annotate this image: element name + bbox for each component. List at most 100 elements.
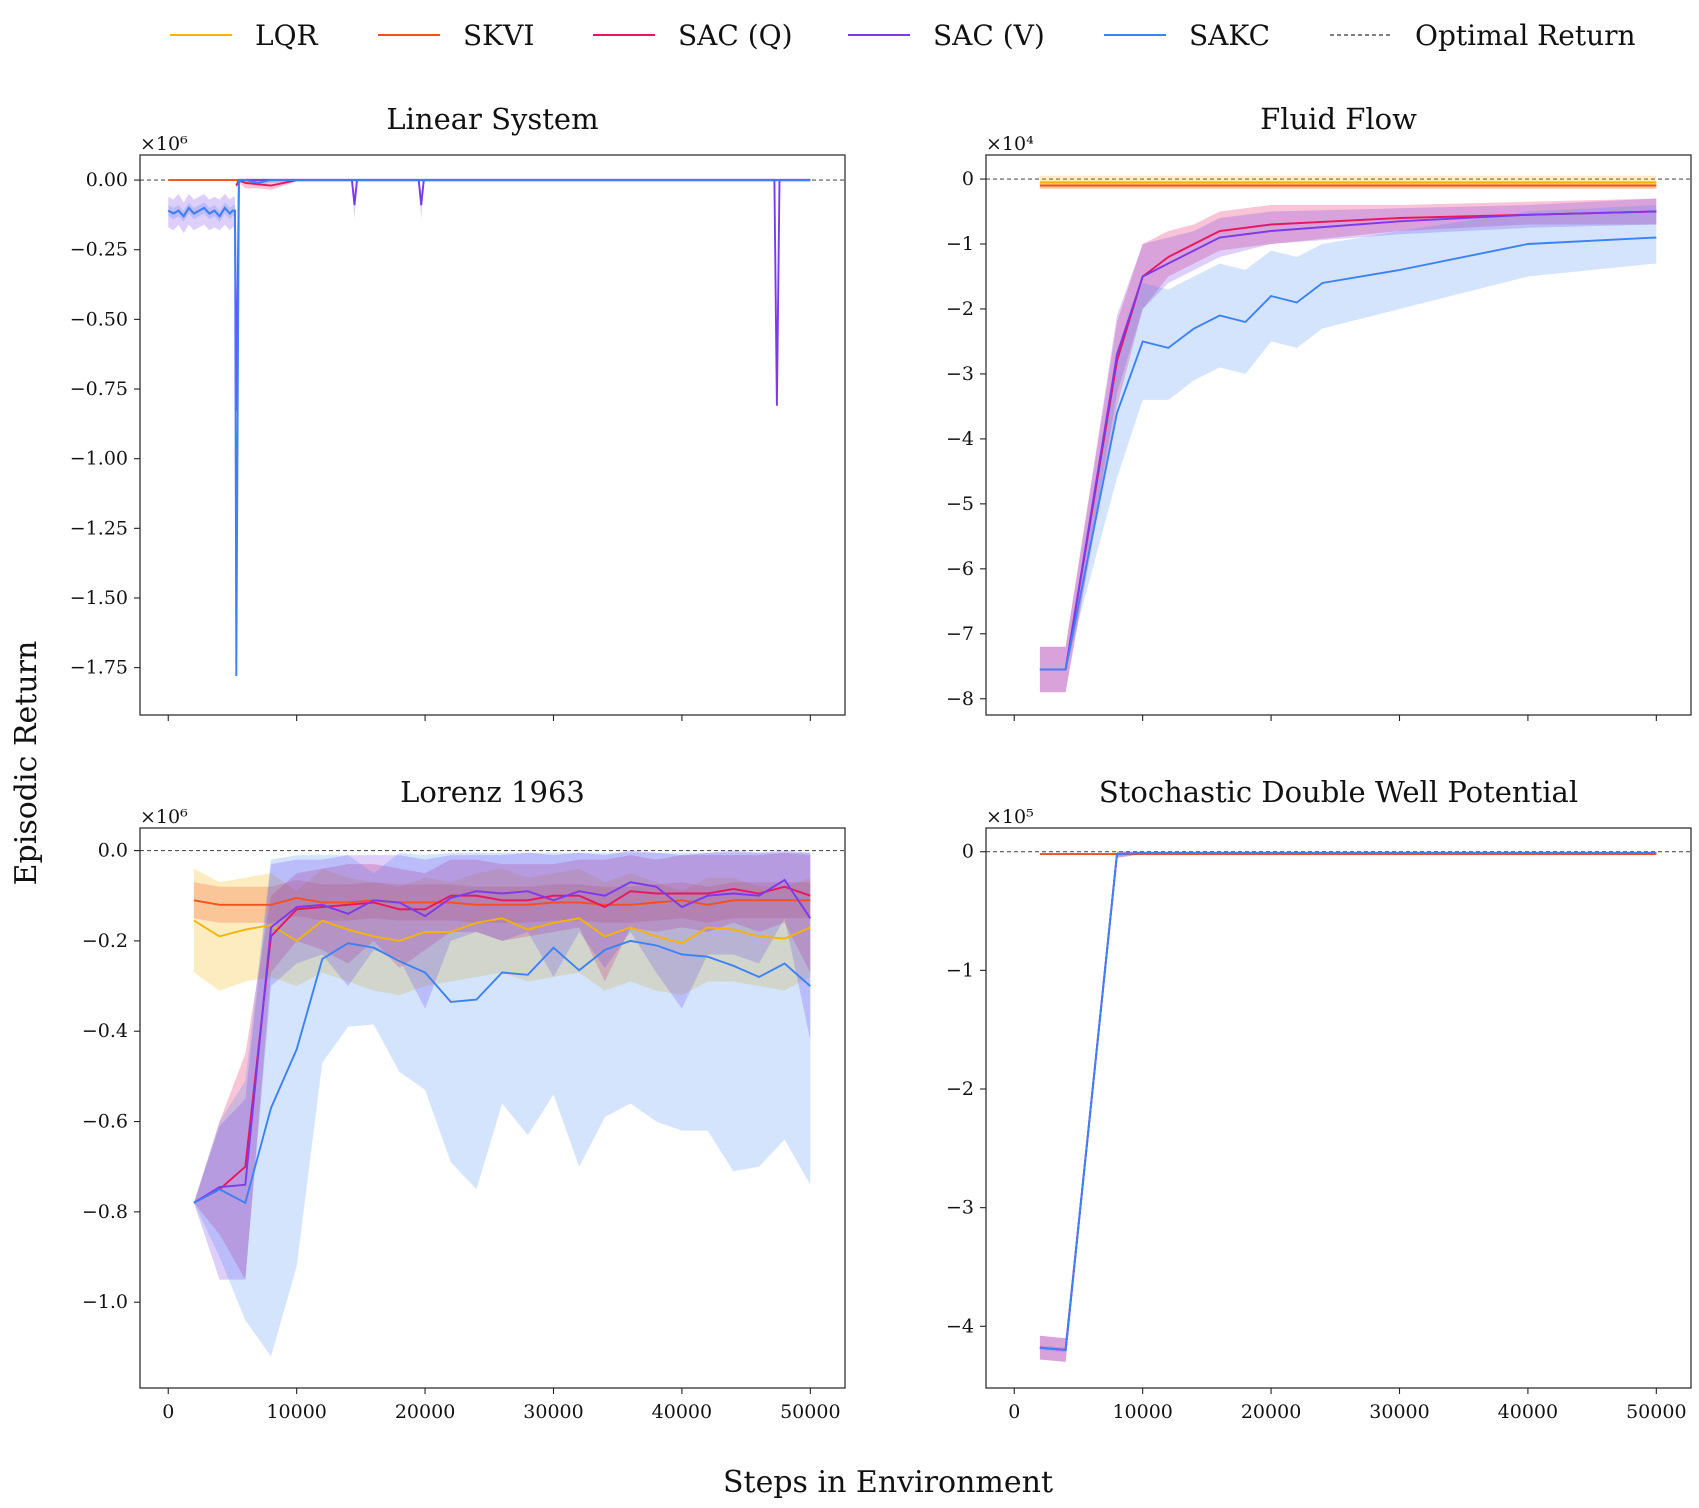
y-scale-exponent: ×10⁶ [140, 133, 188, 155]
series-sac-v [167, 179, 811, 412]
x-tick-label: 20000 [1241, 1401, 1301, 1423]
plot-area [986, 851, 1691, 1362]
x-tick-label: 0 [162, 1401, 174, 1423]
legend-label: Optimal Return [1415, 19, 1636, 52]
band-sac-v [168, 178, 811, 412]
plot-area [140, 850, 845, 1357]
y-tick-label: −3 [946, 1197, 974, 1219]
subplot-title: Stochastic Double Well Potential [1099, 775, 1578, 809]
y-tick-label: −0.25 [70, 239, 128, 261]
band-sac-q [1039, 851, 1657, 1362]
axes-frame [139, 827, 846, 1389]
y-tick-label: −1.75 [70, 657, 128, 679]
y-tick-label: −2 [946, 298, 974, 320]
x-tick-label: 10000 [266, 1401, 326, 1423]
legend-item-optimal-return: Optimal Return [1330, 19, 1636, 52]
plot-area [140, 178, 845, 693]
legend-item-skvi: SKVI [378, 19, 534, 52]
band-sakc [1039, 851, 1657, 1353]
y-tick-label: 0 [962, 841, 974, 863]
legend: LQR SKVI SAC (Q) SAC (V) SAKC Optimal Return [170, 19, 1636, 52]
legend-label: SAKC [1189, 19, 1270, 52]
series-sac-v [1039, 851, 1657, 1352]
series-sakc [1039, 236, 1657, 671]
y-tick-label: −1.00 [70, 448, 128, 470]
x-tick-label: 40000 [1498, 1401, 1558, 1423]
series-skvi [193, 897, 811, 906]
band-skvi [193, 879, 811, 923]
legend-label: LQR [255, 19, 319, 52]
y-scale-exponent: ×10⁴ [986, 133, 1034, 155]
x-tick-label: 50000 [1626, 1401, 1686, 1423]
y-tick-label: −4 [946, 428, 974, 450]
series-lqr [193, 917, 811, 945]
subplot-2: Fluid Flow ×10⁴ 0 −1 −2 −3 −4 −5 −6 −7 −8 [946, 102, 1692, 721]
axes-frame [985, 827, 1692, 1389]
legend-item-sac-v: SAC (V) [848, 19, 1045, 52]
y-tick-label: −8 [946, 688, 974, 710]
subplot-4: Stochastic Double Well Potential ×10⁵ 0 −1 −… [946, 775, 1692, 1423]
y-tick-label: 0.0 [98, 840, 128, 862]
x-tick-label: 50000 [780, 1401, 840, 1423]
y-tick-label: −1 [946, 959, 974, 981]
axes-frame [139, 154, 846, 716]
subplot-1: Linear System ×10⁶ 0.00 −0.25 −0.50 −0.75 −1.0… [70, 102, 846, 721]
y-scale-exponent: ×10⁶ [140, 806, 188, 828]
series-sakc [193, 939, 811, 1205]
legend-label: SAC (V) [933, 19, 1045, 52]
y-tick-label: −2 [946, 1078, 974, 1100]
subplot-title: Linear System [386, 102, 598, 136]
band-sakc [1039, 205, 1657, 670]
x-tick-label: 30000 [523, 1401, 583, 1423]
axes-frame [985, 154, 1692, 716]
y-scale-exponent: ×10⁵ [986, 806, 1034, 828]
x-axis-label: Steps in Environment [723, 1465, 1053, 1500]
series-sac-q [193, 885, 811, 1204]
y-tick-label: −0.50 [70, 308, 128, 330]
band-sakc [168, 178, 811, 693]
series-sac-q [1039, 851, 1657, 1352]
y-tick-label: −4 [946, 1315, 974, 1337]
series-sakc [167, 179, 811, 677]
y-tick-label: −1 [946, 233, 974, 255]
band-sac-v [193, 850, 811, 1280]
series-sakc [1039, 851, 1657, 1352]
y-tick-label: −0.75 [70, 378, 128, 400]
subplot-title: Lorenz 1963 [400, 775, 585, 809]
subplots: Linear System ×10⁶ 0.0 0 −0.25 −0.50 −0.75 −1.0… [70, 102, 1692, 1423]
y-tick-label: −1.0 [82, 1291, 128, 1313]
x-tick-label: 30000 [1369, 1401, 1429, 1423]
y-axis-label: Episodic Return [9, 641, 44, 886]
legend-item-sac-q: SAC (Q) [593, 19, 793, 52]
band-lqr [193, 868, 811, 996]
legend-label: SAC (Q) [678, 19, 793, 52]
y-tick-label: −0.6 [82, 1111, 128, 1133]
x-tick-label: 20000 [395, 1401, 455, 1423]
x-tick-label: 0 [1008, 1401, 1020, 1423]
band-sac-q [193, 852, 811, 1280]
legend-label: SKVI [463, 19, 534, 52]
y-tick-label: −1.25 [70, 517, 128, 539]
plot-area [986, 175, 1691, 693]
subplot-title: Fluid Flow [1260, 102, 1417, 136]
y-tick-label: 0 [962, 168, 974, 190]
series-sac-v [193, 878, 812, 1204]
band-sac-q [236, 178, 811, 190]
y-tick-label: −1.50 [70, 587, 128, 609]
legend-item-sakc: SAKC [1104, 19, 1270, 52]
y-tick-label: −0.8 [82, 1201, 128, 1223]
y-tick-label: −0.4 [82, 1020, 128, 1042]
y-tick-label: −6 [946, 558, 974, 580]
y-tick-label: −0.2 [82, 930, 128, 952]
x-tick-label: 40000 [652, 1401, 712, 1423]
y-tick-label: −3 [946, 363, 974, 385]
band-sac-v [1039, 851, 1657, 1362]
subplot-3: Lorenz 1963 ×10⁶ 0.0 −0.2 −0.4 −0.6 −0.8 −1.0 0 1… [82, 775, 846, 1423]
x-tick-label: 10000 [1112, 1401, 1172, 1423]
legend-item-lqr: LQR [170, 19, 319, 52]
y-tick-label: −7 [946, 623, 974, 645]
y-tick-label: −5 [946, 493, 974, 515]
series-sac-v [1039, 210, 1657, 671]
band-sakc [193, 852, 811, 1357]
